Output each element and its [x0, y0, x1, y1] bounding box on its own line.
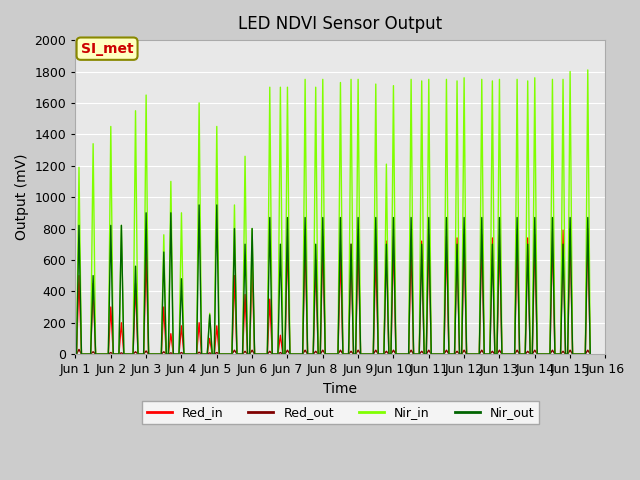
Red_out — [75, 347, 83, 352]
Nir_out — [73, 351, 81, 357]
Line: Nir_in: Nir_in — [77, 70, 590, 354]
Nir_out — [104, 351, 112, 357]
Nir_in — [481, 351, 488, 357]
Nir_in — [348, 76, 355, 82]
Nir_out — [586, 351, 594, 357]
Red_out — [228, 351, 236, 357]
Nir_in — [383, 161, 390, 167]
Red_out — [586, 351, 594, 357]
Nir_in — [73, 351, 81, 357]
Nir_out — [195, 202, 203, 208]
Red_out — [486, 351, 493, 357]
Nir_out — [228, 351, 236, 357]
Nir_in — [584, 67, 591, 73]
Y-axis label: Output (mV): Output (mV) — [15, 154, 29, 240]
Red_in — [216, 351, 223, 357]
Red_out — [349, 351, 357, 357]
Line: Red_out: Red_out — [77, 349, 590, 354]
Red_out — [385, 351, 393, 357]
Line: Nir_out: Nir_out — [77, 205, 590, 354]
Nir_out — [385, 351, 393, 357]
Red_in — [104, 351, 112, 357]
Title: LED NDVI Sensor Output: LED NDVI Sensor Output — [238, 15, 442, 33]
Nir_out — [486, 351, 493, 357]
Nir_in — [586, 351, 594, 357]
Red_in — [348, 241, 355, 247]
Red_out — [107, 349, 115, 355]
Line: Red_in: Red_in — [77, 228, 590, 354]
Text: SI_met: SI_met — [81, 42, 133, 56]
Nir_in — [524, 78, 532, 84]
Nir_in — [104, 351, 112, 357]
Red_in — [73, 351, 81, 357]
X-axis label: Time: Time — [323, 382, 358, 396]
Red_in — [586, 351, 594, 357]
Nir_in — [216, 351, 223, 357]
Red_in — [383, 238, 390, 244]
Nir_out — [349, 351, 357, 357]
Red_in — [481, 351, 488, 357]
Red_out — [73, 351, 81, 357]
Red_in — [524, 235, 532, 241]
Legend: Red_in, Red_out, Nir_in, Nir_out: Red_in, Red_out, Nir_in, Nir_out — [141, 401, 539, 424]
Nir_out — [526, 351, 534, 357]
Red_out — [526, 351, 534, 357]
Red_in — [566, 226, 574, 231]
